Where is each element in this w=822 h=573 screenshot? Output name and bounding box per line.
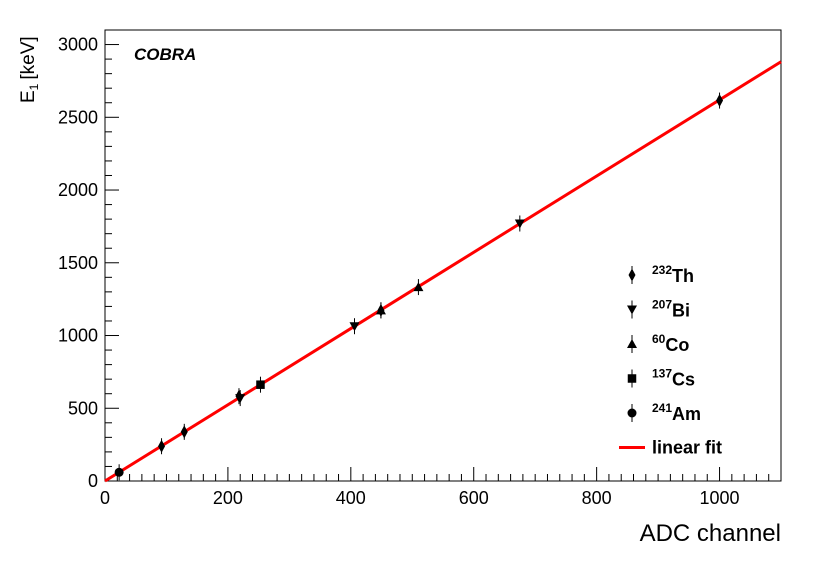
y-tick-label: 1000: [58, 326, 98, 346]
point-co: [413, 282, 424, 292]
y-axis-label: E1 [keV]: [18, 36, 41, 103]
legend-label-am: 241Am: [652, 401, 701, 424]
legend-marker-am: [627, 408, 637, 418]
x-tick-label: 1000: [700, 488, 740, 508]
legend-isotope-mass: 60: [652, 332, 666, 346]
point-co: [375, 305, 386, 315]
point-th: [716, 94, 724, 108]
chart-label: COBRA: [134, 45, 196, 64]
fit-line: [104, 60, 782, 483]
legend-element-symbol: Am: [672, 404, 701, 424]
y-tick-label: 3000: [58, 35, 98, 55]
legend-marker-bi: [627, 305, 637, 315]
legend-isotope-mass: 241: [652, 401, 672, 415]
x-tick-label: 400: [336, 488, 366, 508]
point-bi: [349, 322, 360, 332]
y-axis-label-sub: 1: [27, 83, 41, 90]
legend-marker-co: [627, 339, 637, 348]
legend-element-symbol: Co: [665, 335, 689, 355]
point-bi: [514, 219, 525, 229]
x-tick-label: 200: [213, 488, 243, 508]
y-tick-label: 1500: [58, 253, 98, 273]
legend-label-fit: linear fit: [652, 438, 722, 458]
legend-isotope-mass: 232: [652, 263, 672, 277]
y-tick-label: 2000: [58, 180, 98, 200]
legend-element-symbol: Cs: [672, 370, 695, 390]
y-tick-label: 2500: [58, 107, 98, 127]
legend-element-symbol: Th: [672, 266, 694, 286]
plot-frame: [104, 29, 782, 482]
x-tick-label: 800: [582, 488, 612, 508]
legend-isotope-mass: 137: [652, 367, 672, 381]
x-tick-label: 600: [459, 488, 489, 508]
y-axis-label-main: E: [18, 90, 39, 103]
legend-label-bi: 207Bi: [652, 298, 690, 321]
y-axis-label-unit: [keV]: [18, 36, 39, 79]
point-cs: [256, 380, 265, 389]
point-th: [158, 439, 166, 453]
fit-layer: [104, 60, 782, 483]
legend-marker-cs: [627, 374, 637, 383]
point-am: [114, 467, 124, 477]
x-axis-label: ADC channel: [640, 520, 781, 547]
x-tick-label: 0: [100, 488, 110, 508]
legend-marker-th: [628, 268, 636, 282]
data-points: [114, 92, 724, 481]
legend-element-symbol: Bi: [672, 301, 690, 321]
axes: 0 200 400 600 800 1000 0 500 1000 1500 2000 2500 300…: [58, 29, 782, 508]
point-bi: [235, 394, 246, 404]
legend-label-cs: 137Cs: [652, 367, 695, 390]
legend-isotope-mass: 207: [652, 298, 672, 312]
legend-label-co: 60Co: [652, 332, 689, 355]
y-tick-label: 0: [88, 471, 98, 491]
legend-label-th: 232Th: [652, 263, 694, 286]
y-tick-label: 500: [68, 398, 98, 418]
point-th: [180, 425, 188, 439]
